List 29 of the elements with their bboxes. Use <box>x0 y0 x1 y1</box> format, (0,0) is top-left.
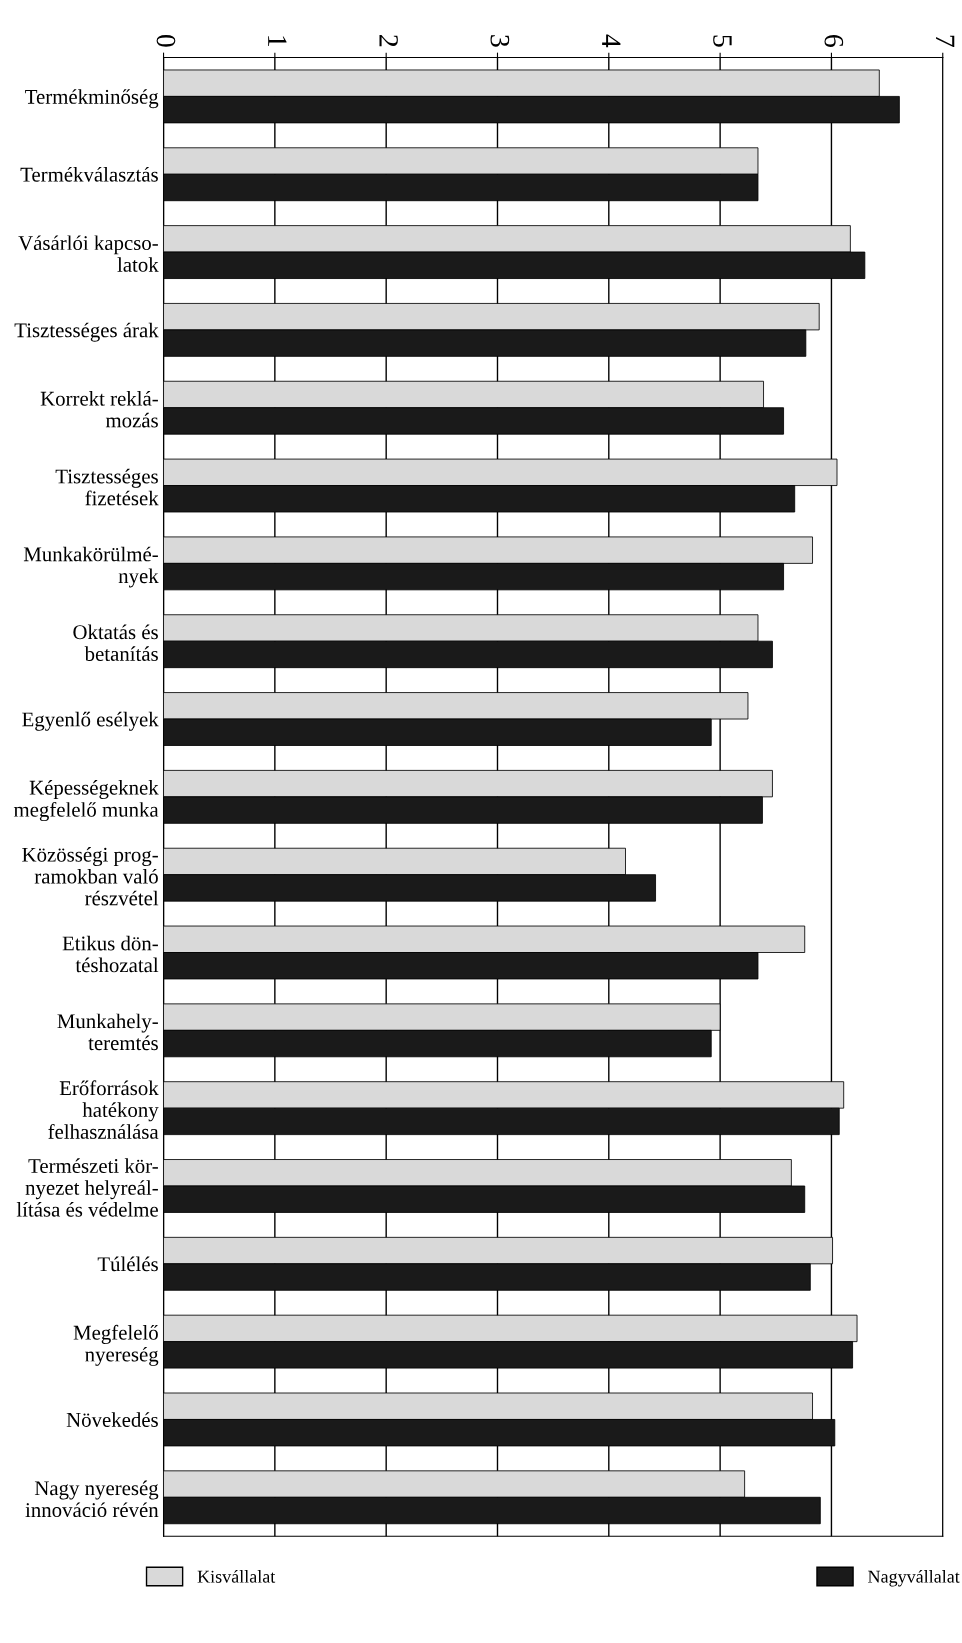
legend-label: Nagyvállalat <box>868 1570 960 1587</box>
x-tick-label: 0 <box>156 34 176 47</box>
y-tick-label: Etikus dön- téshozatal <box>62 935 159 973</box>
y-tick-label: Termékválasztás <box>20 166 158 182</box>
y-tick-label: Termékminőség <box>25 89 159 109</box>
y-tick-label: Oktatás és betanítás <box>73 624 158 661</box>
y-tick-label: Tisztességes árak <box>14 322 159 342</box>
y-tick-label: Tisztességes fizetések <box>55 468 159 506</box>
y-tick-label: Megfelelő nyereség <box>73 1324 159 1366</box>
y-tick-label: Képességeknek megfelelő munka <box>13 780 159 822</box>
y-tick-label: Korrekt reklá- mozás <box>40 391 158 428</box>
y-tick-label: Közösségi prog- ramokban való részvétel <box>22 847 159 906</box>
y-tick-label: Nagy nyereség innováció révén <box>25 1480 159 1518</box>
x-tick-label: 7 <box>936 35 955 47</box>
y-tick-label: Természeti kör- nyezet helyreál- lítása és védelme <box>16 1158 158 1217</box>
legend-label: Kisvállalat <box>197 1570 276 1583</box>
x-tick-label: 4 <box>602 34 621 48</box>
x-tick-label: 6 <box>824 35 844 47</box>
y-tick-label: Növekedés <box>66 1412 158 1427</box>
x-tick-label: 2 <box>379 35 398 47</box>
x-tick-label: 5 <box>713 35 732 47</box>
y-tick-label: Túlélés <box>97 1256 158 1272</box>
y-tick-label: Erőforrások hatékony felhasználása <box>48 1080 159 1139</box>
y-tick-label: Munkahely- teremtés <box>57 1013 158 1051</box>
x-tick-label: 1 <box>268 36 287 47</box>
y-tick-label: Vásárlói kapcso- latok <box>18 235 159 272</box>
x-tick-label: 3 <box>490 35 510 47</box>
y-tick-label: Egyenlő esélyek <box>22 711 159 731</box>
y-tick-label: Munkakörülmé- nyek <box>23 546 159 588</box>
